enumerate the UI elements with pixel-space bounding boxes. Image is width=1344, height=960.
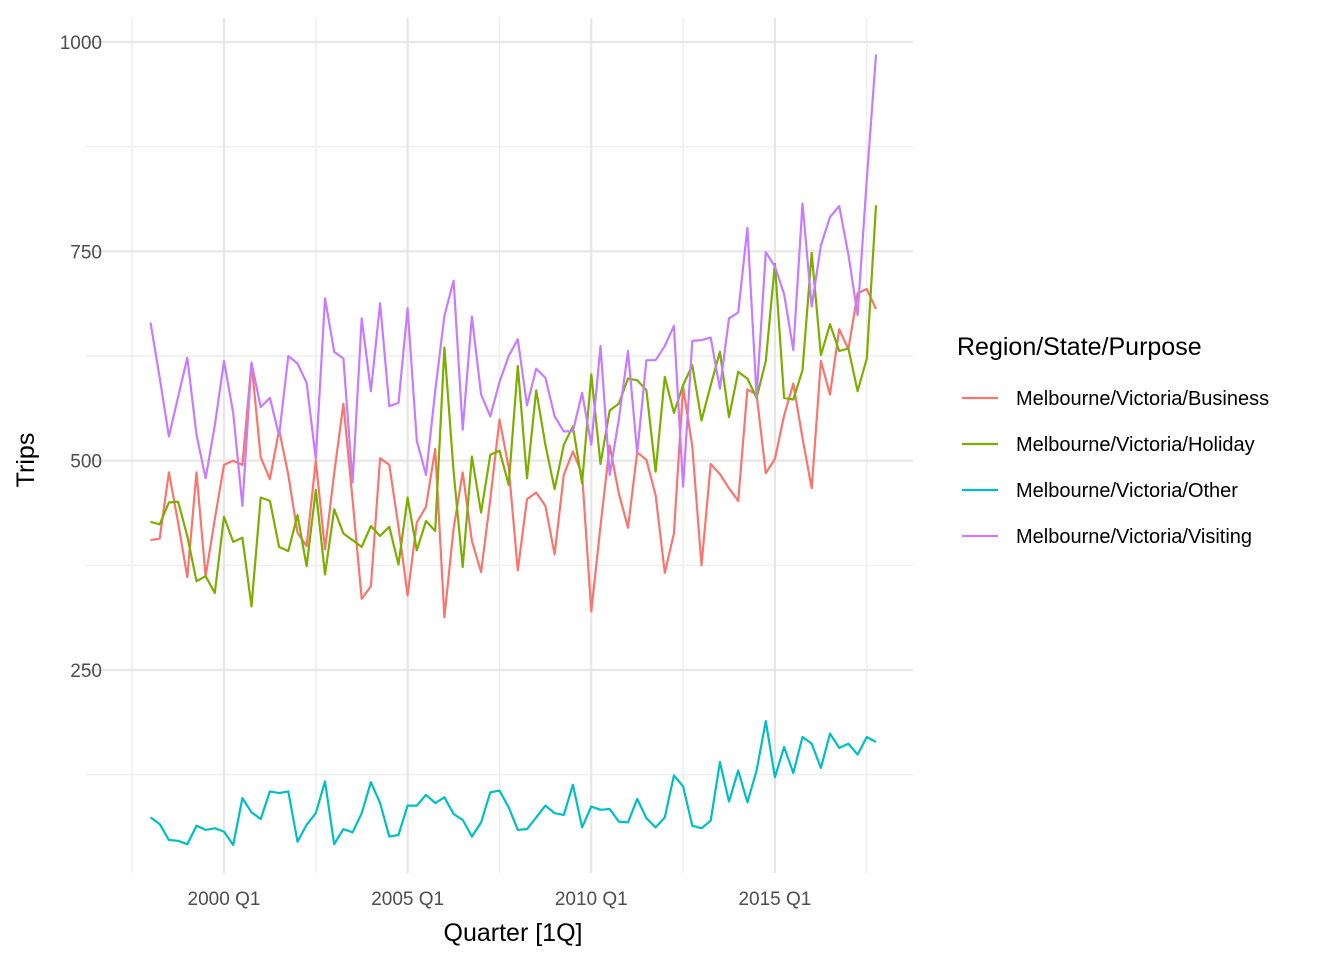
y-axis-title: Trips — [12, 433, 40, 488]
x-tick-label: 2000 Q1 — [188, 889, 261, 910]
legend-label-1: Melbourne/Victoria/Business — [1016, 388, 1269, 410]
legend-label-3: Melbourne/Victoria/Other — [1016, 480, 1238, 502]
x-axis-title: Quarter [1Q] — [444, 919, 583, 947]
legend-title: Region/State/Purpose — [957, 333, 1202, 361]
x-tick-label: 2010 Q1 — [555, 889, 628, 910]
series-lines — [149, 54, 878, 847]
series-line-2 — [150, 205, 878, 608]
x-tick-label: 2015 Q1 — [738, 889, 811, 910]
y-tick-label: 250 — [70, 661, 102, 682]
y-axis: 250 500 750 1000 — [60, 33, 102, 682]
legend-label-4: Melbourne/Victoria/Visiting — [1016, 526, 1252, 548]
y-tick-label: 500 — [70, 452, 102, 473]
series-line-3 — [149, 719, 877, 847]
legend-label-2: Melbourne/Victoria/Holiday — [1016, 434, 1255, 456]
legend: Region/State/Purpose Melbourne/Victoria/… — [957, 333, 1269, 548]
y-tick-label: 750 — [70, 242, 102, 263]
y-tick-label: 1000 — [60, 33, 102, 54]
x-axis: 2000 Q1 2005 Q1 2010 Q1 2015 Q1 — [188, 889, 812, 910]
series-line-4 — [149, 54, 878, 507]
x-tick-label: 2005 Q1 — [371, 889, 444, 910]
panel-grid — [86, 18, 913, 873]
